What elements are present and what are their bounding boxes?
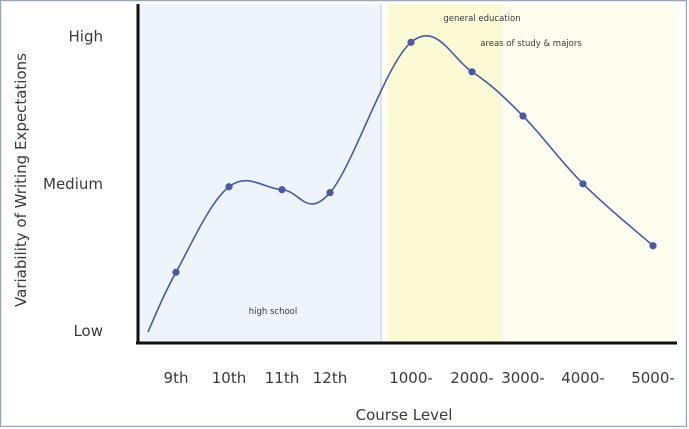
data-point-9th <box>172 268 180 276</box>
y-tick-label-0: High <box>69 27 103 45</box>
x-tick-label-3: 12th <box>313 369 347 387</box>
data-point-12th <box>326 189 334 197</box>
region-label-2: areas of study & majors <box>480 39 582 49</box>
region-label-1: general education <box>443 14 520 24</box>
x-tick-label-8: 5000- <box>631 369 675 387</box>
x-tick-label-6: 3000- <box>501 369 545 387</box>
y-axis-title: Variability of Writing Expectations <box>12 53 30 307</box>
series-line-0 <box>147 34 654 333</box>
region-2 <box>502 4 676 343</box>
data-point-1000 <box>407 38 415 46</box>
region-1 <box>388 4 502 343</box>
data-point-5000 <box>649 242 657 250</box>
region-0 <box>138 4 381 343</box>
x-tick-label-5: 2000- <box>450 369 494 387</box>
x-tick-label-0: 9th <box>164 369 189 387</box>
x-axis-title: Course Level <box>356 406 453 424</box>
data-point-10th <box>225 183 233 191</box>
x-tick-label-1: 10th <box>212 369 246 387</box>
region-label-0: high school <box>249 307 298 317</box>
y-tick-label-1: Medium <box>43 175 103 193</box>
data-point-3000 <box>519 112 527 120</box>
data-point-2000 <box>468 68 476 76</box>
data-point-11th <box>278 186 286 194</box>
x-tick-label-4: 1000- <box>389 369 433 387</box>
x-tick-label-2: 11th <box>265 369 299 387</box>
y-tick-label-2: Low <box>73 322 103 340</box>
x-tick-label-7: 4000- <box>561 369 605 387</box>
data-point-4000 <box>579 180 587 188</box>
